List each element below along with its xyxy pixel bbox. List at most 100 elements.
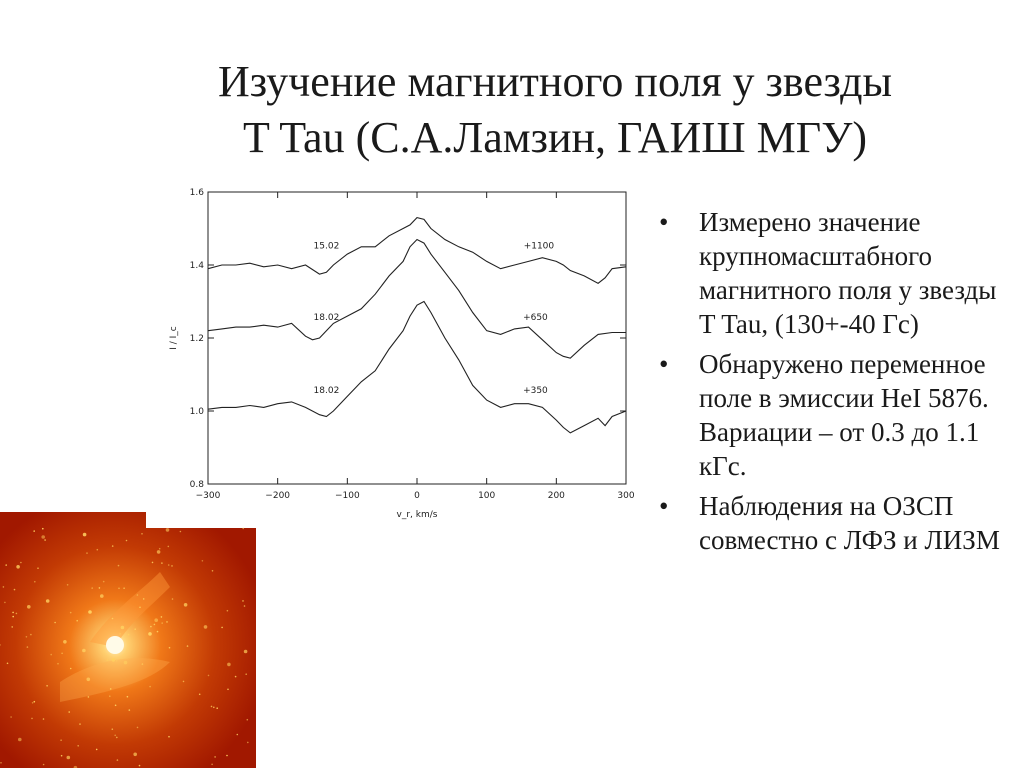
spectrum-line-3	[207, 300, 627, 434]
slide-title: Изучение магнитного поля у звезды T Tau …	[100, 54, 1010, 166]
annotation-label: +650	[523, 313, 548, 323]
spectrum-line-1	[207, 216, 627, 284]
x-tick-label: 100	[478, 491, 495, 501]
chart-annotations: 15.02 +1100 18.02 +650 18.02 +350	[314, 242, 555, 396]
star	[123, 587, 125, 589]
star	[41, 535, 45, 539]
bullet-list: • Измерено значение крупномасштабного ма…	[655, 205, 1005, 563]
star	[243, 649, 248, 654]
star	[87, 696, 90, 698]
star	[42, 527, 44, 530]
star	[136, 726, 139, 729]
star	[211, 570, 214, 572]
star	[15, 612, 18, 615]
star	[69, 611, 72, 614]
star	[66, 755, 71, 760]
star	[148, 632, 152, 636]
star	[207, 674, 210, 677]
star	[236, 733, 239, 736]
star	[171, 598, 174, 600]
star	[34, 580, 36, 583]
slide-title-line-2: T Tau (С.А.Ламзин, ГАИШ МГУ)	[242, 113, 868, 162]
star	[111, 728, 114, 730]
star	[234, 675, 237, 678]
star	[183, 603, 188, 607]
star	[168, 735, 170, 738]
y-tick-label: 1.6	[190, 188, 205, 198]
x-axis-label: v_r, km/s	[397, 510, 438, 520]
bullet-item: • Обнаружено переменное поле в эмиссии H…	[655, 347, 1005, 483]
star	[141, 533, 143, 535]
star	[167, 545, 170, 548]
star	[142, 598, 145, 600]
star	[153, 623, 156, 626]
star	[31, 702, 34, 704]
bright-star	[106, 636, 124, 654]
x-tick-label: −200	[265, 491, 290, 501]
star	[120, 625, 125, 630]
star	[82, 648, 86, 653]
axis-ticks: −300 −200 −100 0 100 200 300 0.8 1.0 1.2 1.4 1.6	[190, 188, 635, 501]
star	[136, 594, 139, 596]
bullet-text: Измерено значение крупномасштабного магн…	[699, 207, 997, 339]
bullet-dot: •	[659, 349, 669, 379]
star	[91, 587, 93, 589]
star	[33, 700, 36, 703]
star	[0, 762, 2, 764]
star	[226, 609, 229, 612]
bullet-item: • Наблюдения на ОЗСП совместно с ЛФЗ и Л…	[655, 489, 1005, 557]
plot-frame	[207, 191, 627, 485]
star	[111, 658, 116, 662]
bullet-dot: •	[659, 491, 669, 521]
series-lines	[207, 216, 627, 434]
star	[156, 550, 161, 554]
star	[242, 600, 244, 602]
star	[114, 734, 116, 737]
star	[227, 662, 231, 667]
star	[54, 621, 56, 624]
star	[114, 704, 117, 707]
star	[45, 599, 50, 603]
y-tick-label: 1.0	[190, 407, 205, 417]
star	[165, 528, 170, 532]
slide-title-line-1: Изучение магнитного поля у звезды	[217, 57, 893, 106]
star	[86, 677, 91, 682]
star	[102, 580, 105, 583]
star	[117, 564, 120, 567]
star	[245, 673, 247, 675]
x-tick-label: 0	[414, 491, 420, 501]
x-tick-label: −100	[335, 491, 360, 501]
star	[211, 763, 213, 766]
star	[151, 561, 154, 564]
star	[66, 584, 69, 586]
star	[149, 685, 151, 688]
star	[50, 653, 52, 656]
star	[33, 530, 35, 532]
spectrum-line-2	[207, 238, 626, 359]
star	[227, 688, 229, 691]
star	[37, 567, 39, 569]
star	[63, 640, 67, 644]
star	[98, 587, 101, 589]
star	[247, 741, 249, 744]
star	[46, 685, 48, 687]
star	[20, 561, 22, 564]
x-tick-label: 200	[548, 491, 565, 501]
star	[158, 547, 161, 550]
star	[134, 628, 136, 630]
star	[31, 717, 33, 720]
star	[30, 633, 32, 636]
annotation-label: 18.02	[314, 386, 340, 396]
star	[42, 718, 45, 720]
bullet-text: Наблюдения на ОЗСП совместно с ЛФЗ и ЛИЗ…	[699, 491, 1000, 555]
star	[128, 709, 131, 711]
star	[210, 705, 213, 708]
star	[60, 754, 63, 757]
spectrum-chart: −300 −200 −100 0 100 200 300 0.8 1.0 1.2 1.4 1.6 15…	[169, 188, 635, 520]
star	[116, 759, 119, 761]
star	[79, 723, 81, 725]
star	[109, 688, 112, 690]
star	[111, 545, 114, 547]
star	[156, 630, 159, 633]
annotation-label: +1100	[524, 242, 555, 252]
